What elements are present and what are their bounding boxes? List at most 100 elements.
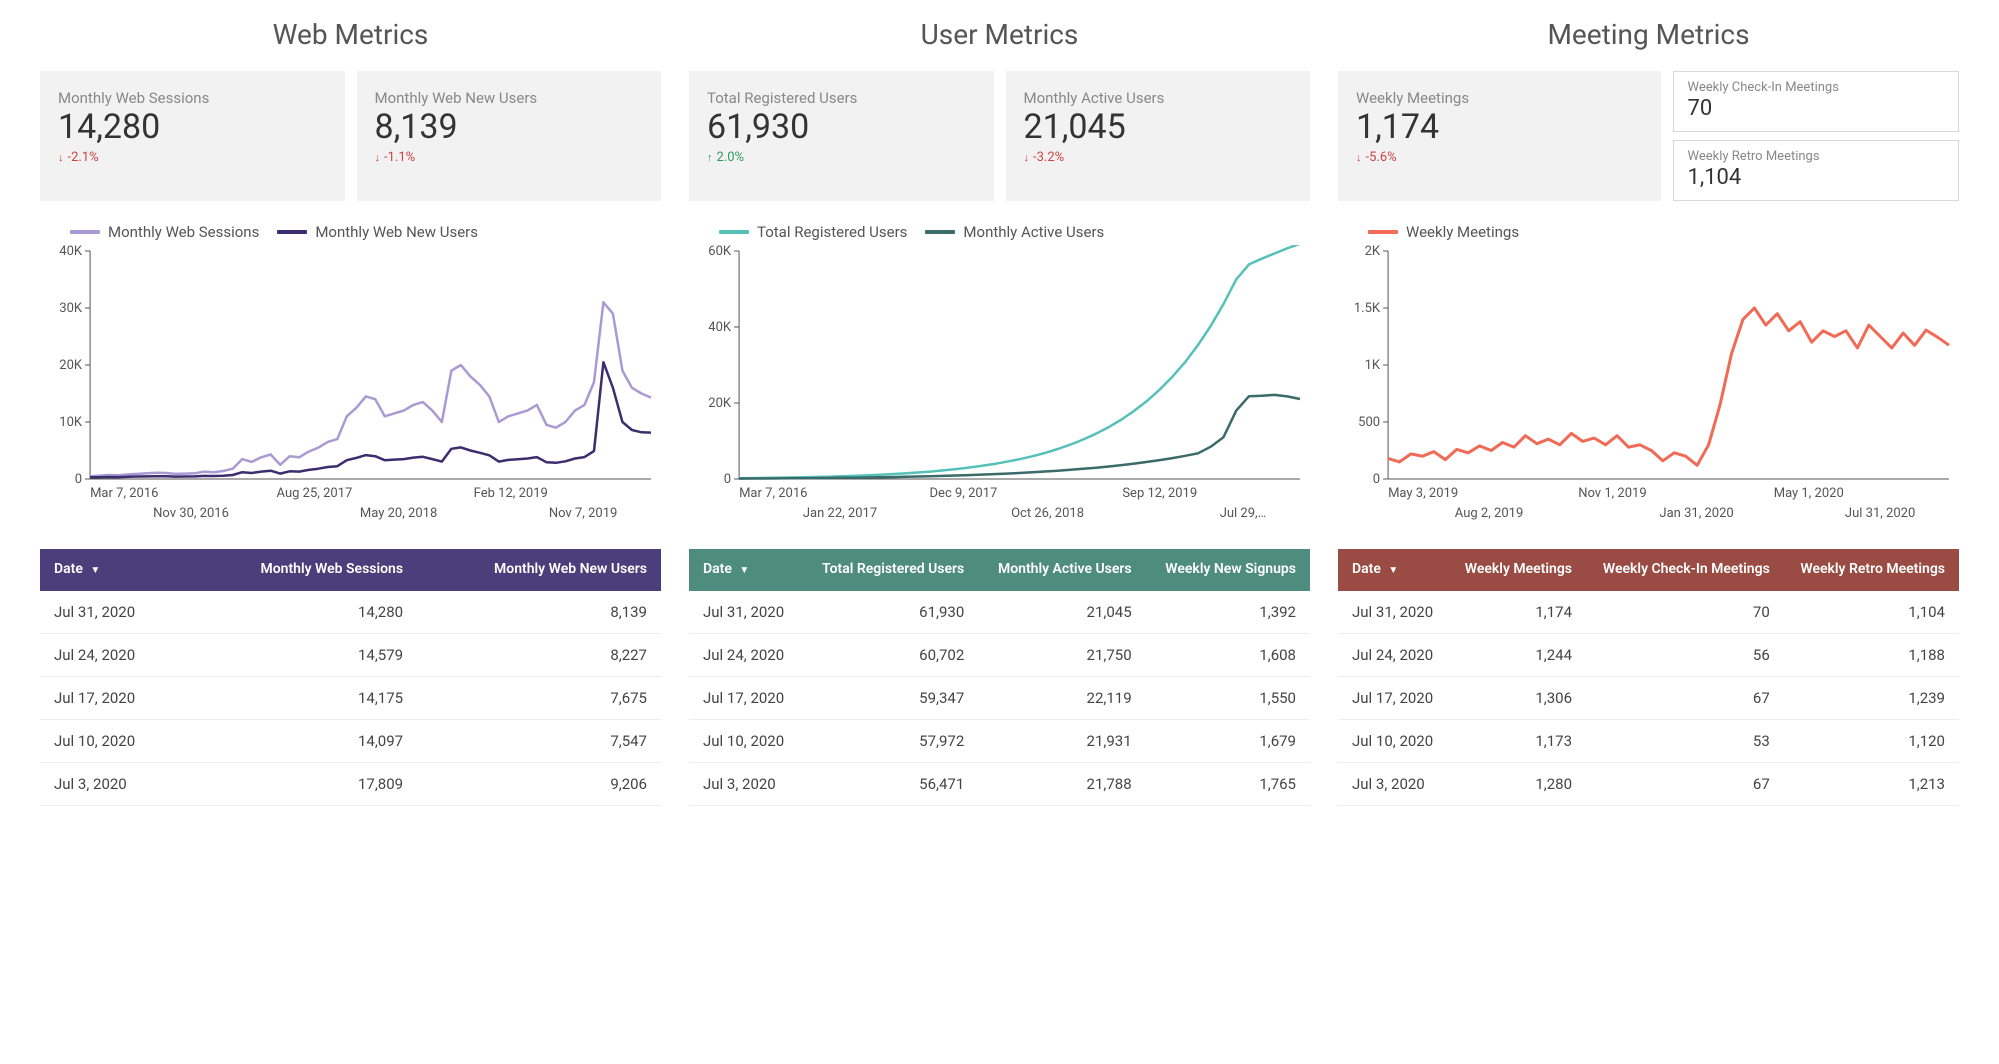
table-header[interactable]: Date ▼ [689,549,802,591]
svg-text:0: 0 [724,472,731,487]
svg-text:Jul 31, 2020: Jul 31, 2020 [1845,506,1915,521]
legend-item[interactable]: Monthly Active Users [925,223,1104,241]
card-value: 1,104 [1688,166,1945,190]
legend-swatch [1368,230,1398,234]
table-header[interactable]: Weekly Retro Meetings [1784,549,1959,591]
table-row[interactable]: Jul 3, 202056,47121,7881,765 [689,762,1310,805]
sort-desc-icon: ▼ [90,565,100,576]
svg-text:0: 0 [1373,472,1380,487]
table-row[interactable]: Jul 31, 202061,93021,0451,392 [689,591,1310,634]
svg-text:Jul 29,…: Jul 29,… [1220,506,1267,521]
card-value: 70 [1688,97,1945,121]
meeting-metrics-column: Meeting Metrics Weekly Meetings 1,174 -5… [1338,10,1959,806]
legend-item[interactable]: Weekly Meetings [1368,223,1519,241]
table-cell: Jul 3, 2020 [40,762,187,805]
svg-text:May 1, 2020: May 1, 2020 [1774,486,1844,501]
svg-text:2K: 2K [1365,245,1381,259]
meeting-cards-row: Weekly Meetings 1,174 -5.6% Weekly Check… [1338,71,1959,201]
svg-text:40K: 40K [59,245,83,259]
svg-text:Oct 26, 2018: Oct 26, 2018 [1011,506,1084,521]
table-header[interactable]: Weekly Meetings [1449,549,1586,591]
arrow-down-icon [58,150,64,165]
table-row[interactable]: Jul 17, 202059,34722,1191,550 [689,676,1310,719]
card-label: Monthly Web Sessions [58,89,327,107]
legend-swatch [277,230,307,234]
svg-text:May 20, 2018: May 20, 2018 [360,506,437,521]
total-registered-users-card[interactable]: Total Registered Users 61,930 2.0% [689,71,994,201]
table-cell: 9,206 [417,762,661,805]
table-row[interactable]: Jul 3, 20201,280671,213 [1338,762,1959,805]
table-cell: 1,550 [1146,676,1310,719]
svg-text:Sep 12, 2019: Sep 12, 2019 [1122,486,1197,501]
table-header[interactable]: Monthly Web Sessions [187,549,417,591]
card-delta: -5.6% [1356,150,1643,165]
table-cell: Jul 17, 2020 [40,676,187,719]
table-header[interactable]: Monthly Web New Users [417,549,661,591]
card-value: 14,280 [58,109,327,146]
table-cell: Jul 17, 2020 [1338,676,1449,719]
meeting-data-table: Date ▼Weekly MeetingsWeekly Check-In Mee… [1338,549,1959,806]
legend-item[interactable]: Monthly Web New Users [277,223,478,241]
table-cell: Jul 24, 2020 [40,633,187,676]
table-cell: 61,930 [802,591,978,634]
web-chart[interactable]: 010K20K30K40KMar 7, 2016Aug 25, 2017Feb … [40,245,661,535]
monthly-web-new-users-card[interactable]: Monthly Web New Users 8,139 -1.1% [357,71,662,201]
table-row[interactable]: Jul 24, 20201,244561,188 [1338,633,1959,676]
table-row[interactable]: Jul 10, 202014,0977,547 [40,719,661,762]
dashboard: Web Metrics Monthly Web Sessions 14,280 … [0,0,1999,826]
svg-text:500: 500 [1358,415,1380,430]
table-cell: Jul 3, 2020 [689,762,802,805]
svg-text:Mar 7, 2016: Mar 7, 2016 [739,486,807,501]
legend-item[interactable]: Monthly Web Sessions [70,223,259,241]
table-cell: 1,765 [1146,762,1310,805]
card-value: 1,174 [1356,109,1643,146]
table-cell: 7,675 [417,676,661,719]
svg-text:20K: 20K [59,358,83,373]
table-cell: 57,972 [802,719,978,762]
table-row[interactable]: Jul 10, 202057,97221,9311,679 [689,719,1310,762]
web-section-title: Web Metrics [40,18,661,51]
card-label: Weekly Retro Meetings [1688,149,1945,164]
table-row[interactable]: Jul 17, 202014,1757,675 [40,676,661,719]
table-cell: 1,280 [1449,762,1586,805]
meeting-chart-legend: Weekly Meetings [1338,215,1959,245]
user-chart[interactable]: 020K40K60KMar 7, 2016Dec 9, 2017Sep 12, … [689,245,1310,535]
legend-item[interactable]: Total Registered Users [719,223,907,241]
table-row[interactable]: Jul 31, 202014,2808,139 [40,591,661,634]
monthly-active-users-card[interactable]: Monthly Active Users 21,045 -3.2% [1006,71,1311,201]
table-cell: 14,280 [187,591,417,634]
table-row[interactable]: Jul 24, 202060,70221,7501,608 [689,633,1310,676]
table-row[interactable]: Jul 24, 202014,5798,227 [40,633,661,676]
table-header[interactable]: Total Registered Users [802,549,978,591]
weekly-retro-meetings-card[interactable]: Weekly Retro Meetings 1,104 [1673,140,1960,201]
table-header[interactable]: Date ▼ [1338,549,1449,591]
table-row[interactable]: Jul 17, 20201,306671,239 [1338,676,1959,719]
svg-text:Mar 7, 2016: Mar 7, 2016 [90,486,158,501]
weekly-check-in-meetings-card[interactable]: Weekly Check-In Meetings 70 [1673,71,1960,132]
table-header[interactable]: Weekly Check-In Meetings [1586,549,1784,591]
table-row[interactable]: Jul 3, 202017,8099,206 [40,762,661,805]
table-cell: 1,104 [1784,591,1959,634]
card-delta: 2.0% [707,150,976,165]
card-label: Monthly Active Users [1024,89,1293,107]
sort-desc-icon: ▼ [1388,565,1398,576]
arrow-down-icon [1356,150,1362,165]
weekly-meetings-card[interactable]: Weekly Meetings 1,174 -5.6% [1338,71,1661,201]
table-row[interactable]: Jul 31, 20201,174701,104 [1338,591,1959,634]
meeting-chart[interactable]: 05001K1.5K2KMay 3, 2019Nov 1, 2019May 1,… [1338,245,1959,535]
table-cell: Jul 31, 2020 [1338,591,1449,634]
table-header[interactable]: Date ▼ [40,549,187,591]
table-header[interactable]: Weekly New Signups [1146,549,1310,591]
table-cell: 14,579 [187,633,417,676]
table-cell: 7,547 [417,719,661,762]
svg-text:40K: 40K [708,320,732,335]
table-row[interactable]: Jul 10, 20201,173531,120 [1338,719,1959,762]
card-value: 8,139 [375,109,644,146]
monthly-web-sessions-card[interactable]: Monthly Web Sessions 14,280 -2.1% [40,71,345,201]
svg-text:10K: 10K [59,415,83,430]
svg-text:Nov 7, 2019: Nov 7, 2019 [549,506,617,521]
table-cell: 56,471 [802,762,978,805]
table-header[interactable]: Monthly Active Users [978,549,1145,591]
card-delta: -1.1% [375,150,644,165]
table-cell: 1,174 [1449,591,1586,634]
